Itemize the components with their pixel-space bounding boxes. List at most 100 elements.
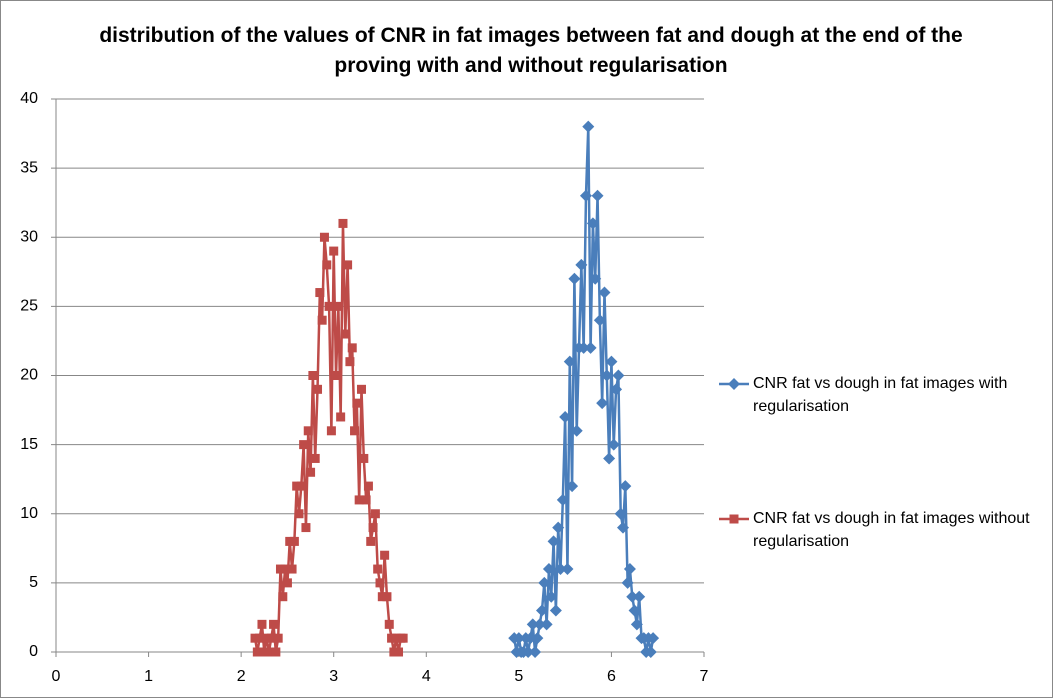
y-tick-label: 5 xyxy=(29,574,38,591)
data-point xyxy=(313,384,323,394)
series-line xyxy=(253,222,404,654)
data-point xyxy=(545,590,558,603)
data-point xyxy=(619,480,632,493)
x-tick-label: 1 xyxy=(144,668,153,685)
data-point xyxy=(394,647,404,657)
data-point xyxy=(566,480,579,493)
data-point xyxy=(547,535,560,548)
data-point xyxy=(561,563,574,576)
data-point xyxy=(628,604,641,617)
data-point xyxy=(591,189,604,202)
data-point xyxy=(633,590,646,603)
data-point xyxy=(310,453,320,463)
y-tick-label: 30 xyxy=(20,228,38,245)
data-point xyxy=(380,550,390,560)
data-point xyxy=(287,564,297,574)
data-point xyxy=(623,563,636,576)
data-point xyxy=(579,189,592,202)
data-point xyxy=(366,536,376,546)
data-point xyxy=(301,523,311,533)
x-tick-label: 4 xyxy=(422,668,431,685)
data-point xyxy=(354,495,364,505)
y-tick-label: 20 xyxy=(20,367,38,384)
chart-title: distribution of the values of CNR in fat… xyxy=(99,24,963,77)
data-point xyxy=(356,384,366,394)
y-tick-label: 35 xyxy=(20,159,38,176)
data-point xyxy=(264,647,274,657)
data-point xyxy=(303,426,313,436)
data-point xyxy=(331,371,341,380)
data-point xyxy=(375,578,385,588)
data-point xyxy=(350,426,360,436)
data-point xyxy=(568,272,581,285)
data-point xyxy=(368,523,378,533)
data-point xyxy=(273,633,283,643)
data-point xyxy=(322,260,332,270)
y-tick-label: 40 xyxy=(20,90,38,107)
data-point xyxy=(607,438,620,451)
legend-label: CNR fat vs dough in fat images without r… xyxy=(753,510,1030,550)
data-point xyxy=(563,355,576,368)
data-point xyxy=(600,369,613,382)
data-point xyxy=(614,507,627,520)
data-point xyxy=(605,355,618,368)
data-point xyxy=(352,398,362,408)
data-point xyxy=(536,604,548,617)
data-point xyxy=(596,397,609,410)
data-point xyxy=(382,592,392,602)
legend-marker xyxy=(729,514,739,524)
data-point xyxy=(250,633,260,643)
data-point xyxy=(586,217,599,230)
data-point xyxy=(361,495,371,505)
data-point xyxy=(308,371,318,380)
data-point xyxy=(531,632,544,645)
data-point xyxy=(340,329,350,339)
data-point xyxy=(338,218,348,228)
data-point xyxy=(526,618,539,631)
data-point xyxy=(522,646,535,658)
data-point xyxy=(329,246,339,256)
data-point xyxy=(593,314,606,327)
data-point xyxy=(584,341,597,354)
data-point xyxy=(255,633,265,643)
data-point xyxy=(315,288,325,298)
data-point xyxy=(391,633,401,643)
data-point xyxy=(262,633,272,643)
data-point xyxy=(533,618,546,631)
data-point xyxy=(269,619,279,629)
data-point xyxy=(266,633,276,643)
data-point xyxy=(626,590,639,603)
x-tick-label: 5 xyxy=(514,668,523,685)
data-point xyxy=(389,647,399,657)
x-tick-label: 3 xyxy=(329,668,338,685)
data-point xyxy=(326,426,336,436)
data-point xyxy=(524,632,537,645)
data-point xyxy=(252,647,262,657)
data-point xyxy=(612,369,625,382)
data-point xyxy=(333,301,343,311)
data-point xyxy=(280,564,290,574)
data-point xyxy=(317,315,327,325)
data-point xyxy=(384,619,394,629)
data-point xyxy=(271,647,281,657)
data-point xyxy=(552,521,565,534)
data-point xyxy=(556,493,569,506)
x-tick-label: 2 xyxy=(237,668,246,685)
data-point xyxy=(324,301,334,311)
y-tick-label: 15 xyxy=(20,436,38,453)
data-point xyxy=(294,509,304,519)
data-point xyxy=(299,440,309,450)
data-point xyxy=(540,618,553,631)
data-point xyxy=(289,536,299,546)
data-point xyxy=(570,424,583,437)
data-point xyxy=(398,633,408,643)
x-tick-label: 7 xyxy=(700,668,709,685)
data-point xyxy=(359,453,369,463)
data-point xyxy=(575,258,588,271)
y-tick-label: 10 xyxy=(20,505,38,522)
data-point xyxy=(292,481,302,491)
data-point xyxy=(345,357,355,367)
data-point xyxy=(336,412,346,422)
